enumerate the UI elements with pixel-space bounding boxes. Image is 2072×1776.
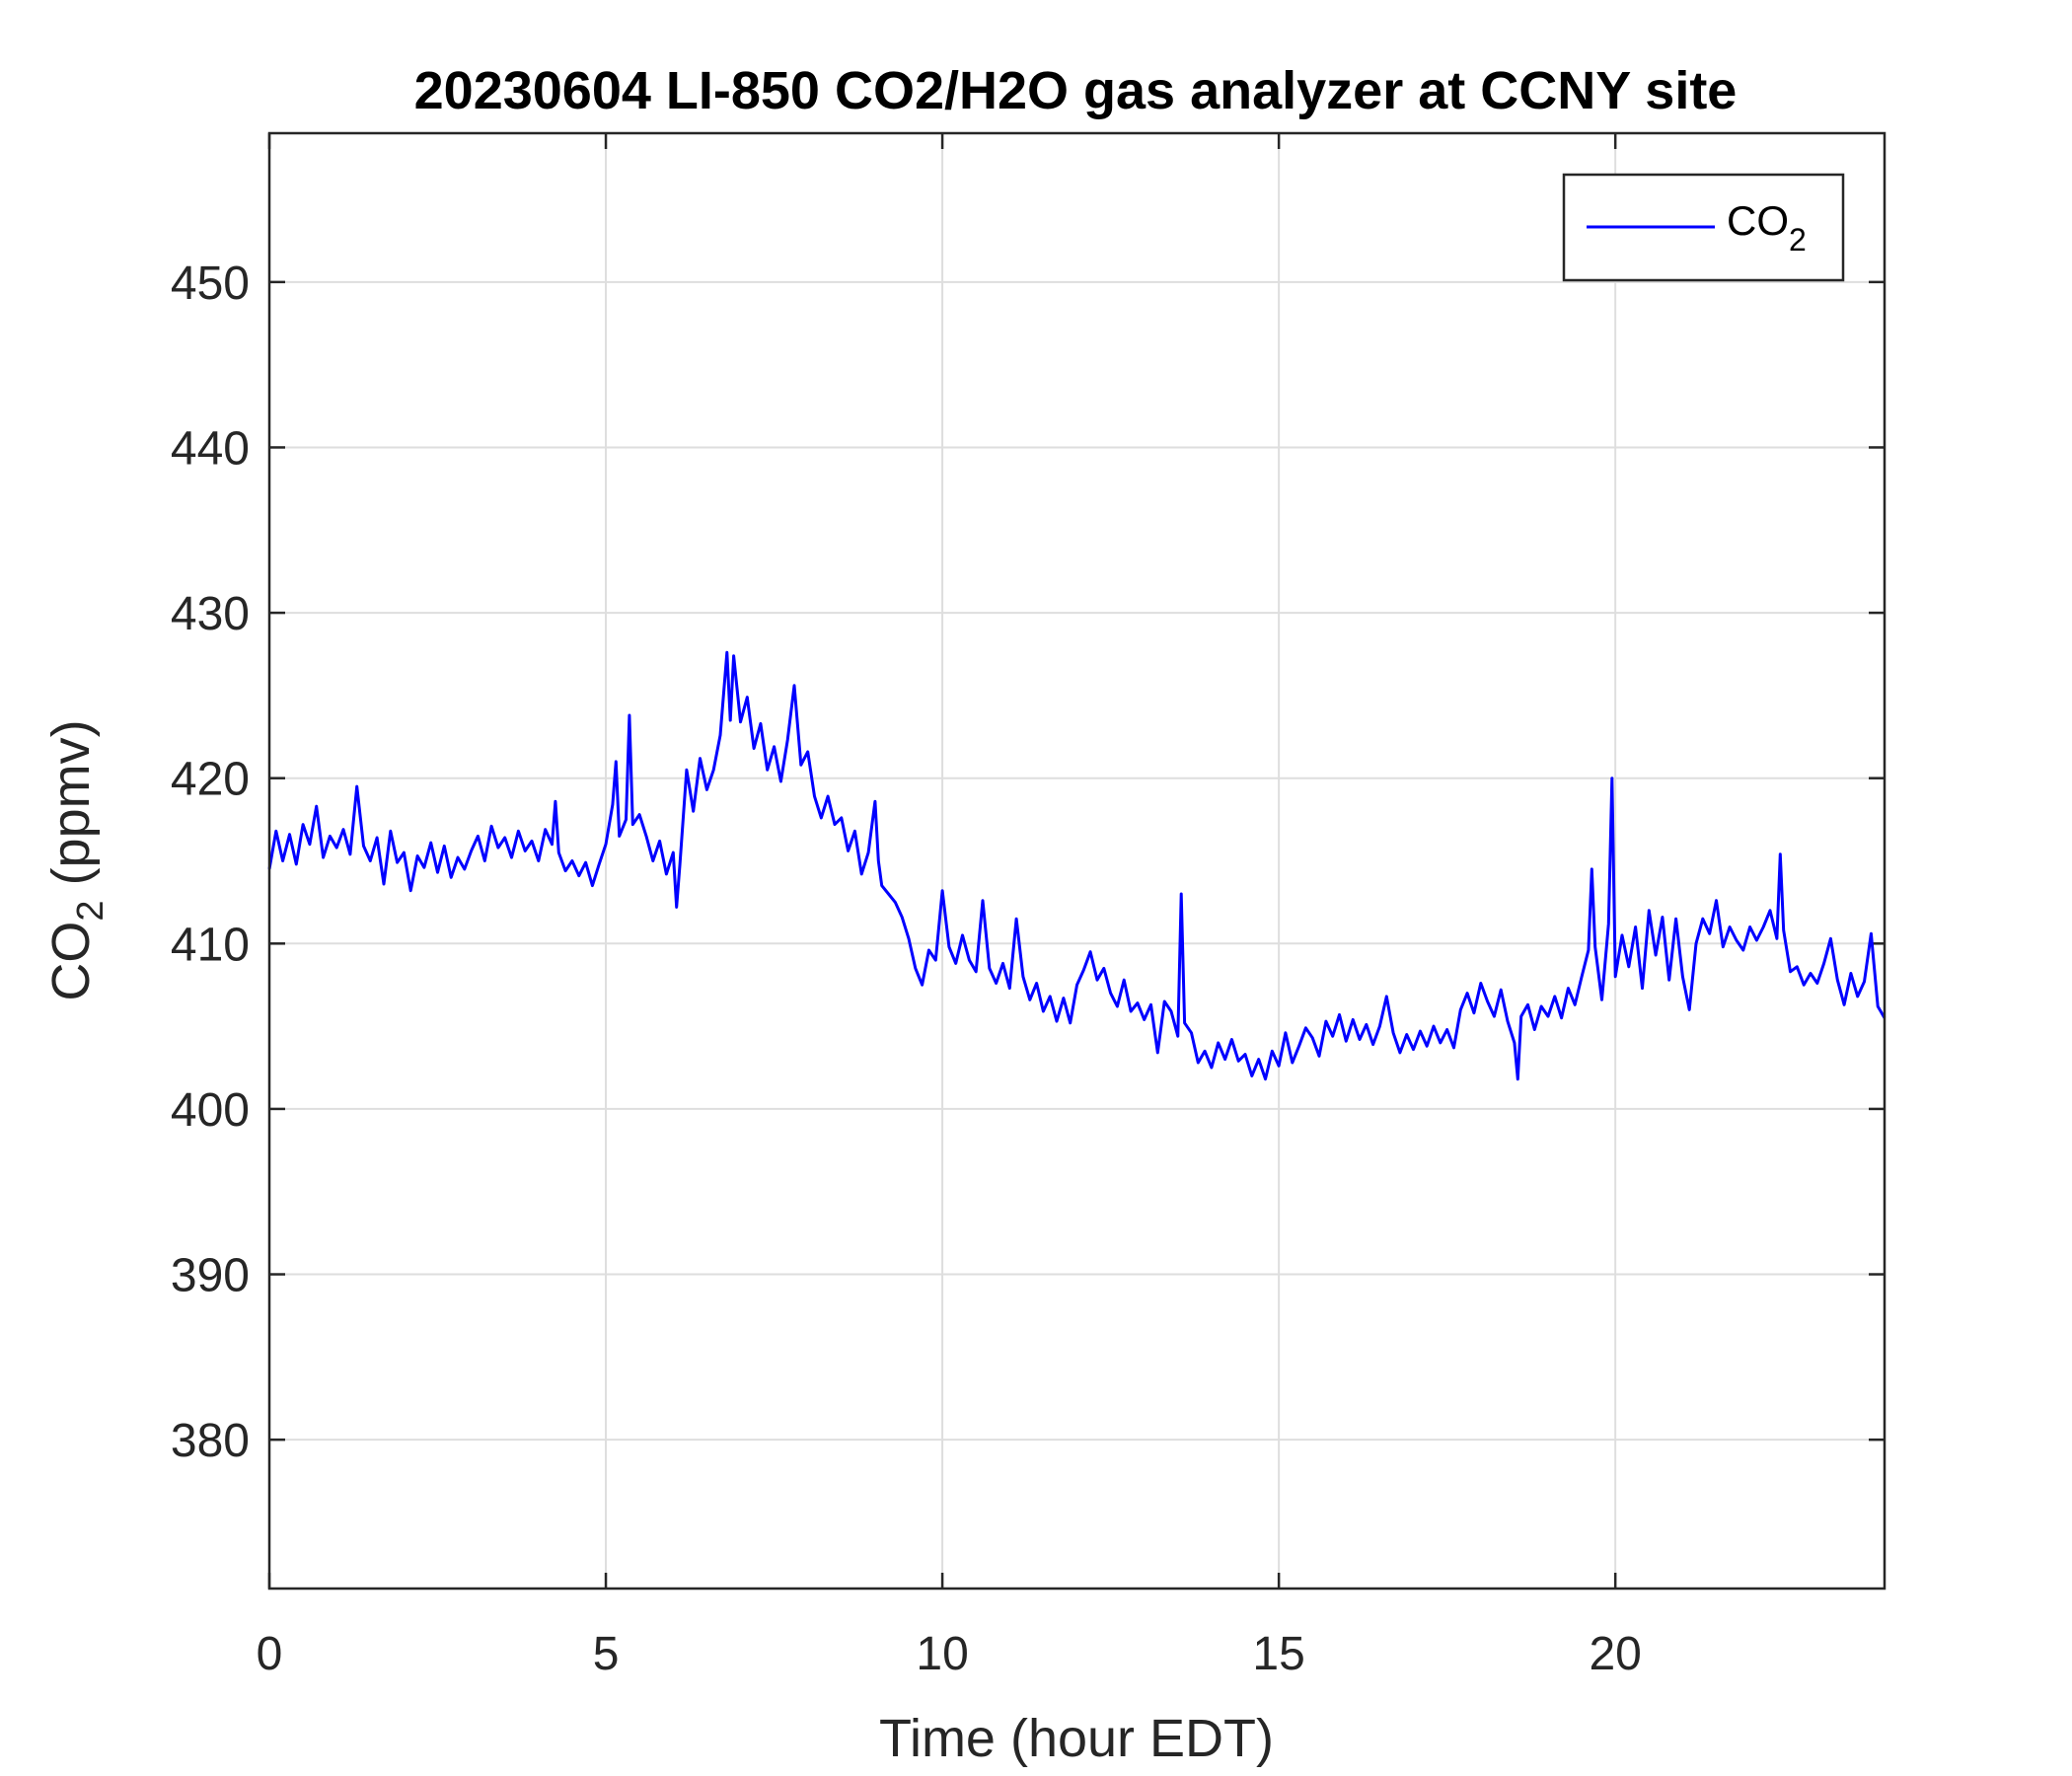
x-tick-label: 20 [1589,1628,1641,1680]
y-tick-label: 430 [171,588,250,640]
axes-box [267,131,1887,1591]
x-axis-label: Time (hour EDT) [879,1709,1274,1768]
legend: CO2 [1562,173,1845,282]
y-axis-label-suffix: (ppmv) [41,719,101,900]
y-tick-label: 390 [171,1250,250,1302]
y-tick-label: 420 [171,754,250,806]
y-tick-label: 440 [171,422,250,475]
y-axis-label-subscript: 2 [70,900,111,921]
co2-series-line [267,650,1887,1081]
y-tick-label: 400 [171,1084,250,1137]
x-tick-label: 0 [257,1628,283,1680]
grid-lines [268,133,1885,1589]
y-tick-label: 380 [171,1415,250,1467]
legend-label-prefix: CO [1727,197,1789,244]
legend-label: CO2 [1727,197,1807,258]
plot-area [269,133,1885,1589]
x-tick-label: 15 [1252,1628,1304,1680]
y-axis-label-prefix: CO [41,922,101,1001]
x-tick-label: 5 [593,1628,620,1680]
x-tick-label: 10 [916,1628,968,1680]
chart-title: 20230604 LI-850 CO2/H2O gas analyzer at … [414,61,1738,120]
y-axis-label: CO2 (ppmv) [41,719,111,1000]
y-tick-label: 410 [171,919,250,971]
series-layer [267,650,1887,1081]
tick-labels: 0 5 10 15 20 380 390 400 410 420 430 440 450 [171,258,1642,1680]
legend-label-subscript: 2 [1789,222,1807,258]
y-tick-label: 450 [171,258,250,310]
